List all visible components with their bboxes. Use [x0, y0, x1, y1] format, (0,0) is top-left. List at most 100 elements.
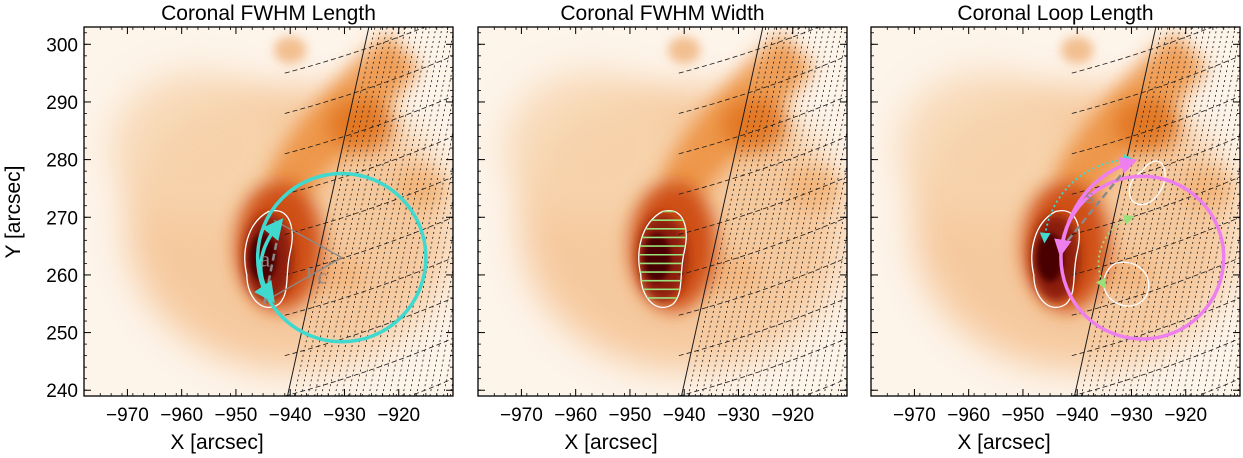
emission-knot: [722, 97, 788, 153]
emission-knot: [1060, 36, 1094, 64]
y-tick-label: 260: [46, 266, 78, 287]
emission-knot: [667, 36, 701, 64]
solar-limb: [287, 27, 370, 396]
latitude-line: [678, 297, 847, 357]
latitude-line: [1071, 95, 1240, 155]
panel-title: Coronal FWHM Width: [560, 2, 764, 25]
x-tick-label: −920: [1164, 405, 1207, 426]
x-tick-label: −930: [717, 405, 760, 426]
x-tick-label: −920: [771, 405, 814, 426]
x-tick-label: −960: [947, 405, 990, 426]
emission-knot: [328, 97, 394, 153]
latitude-line: [1071, 176, 1240, 235]
emission-knot: [311, 255, 367, 294]
a-arrow: [254, 218, 284, 304]
chart-panel-1: a r c −970 −960 −950 −940 −930 −920 240 250 260 270 2…: [46, 2, 454, 454]
latitude-line: [284, 216, 453, 276]
latitude-line: [678, 95, 847, 155]
y-tick-label: 250: [46, 324, 78, 345]
emission-map: [84, 27, 453, 396]
flare-kernel-core: [643, 233, 671, 283]
panel-title: Coronal FWHM Length: [161, 2, 376, 25]
x-tick-label: −940: [269, 405, 312, 426]
heliographic-grid: [284, 27, 453, 396]
emission-map: [871, 27, 1240, 396]
emission-map: [478, 27, 847, 396]
x-tick-label: −950: [215, 405, 258, 426]
x-tick-label: −970: [893, 405, 936, 426]
x-tick-label: −940: [663, 405, 706, 426]
x-tick-label: −930: [323, 405, 366, 426]
chart-panel-3: s −970 −960 −950 −940 −930 −920 Coronal Loop Le…: [870, 2, 1241, 454]
y-axis-label: Y [arcsec]: [2, 166, 25, 259]
latitude-line: [284, 176, 453, 235]
x-tick-label: −940: [1056, 405, 1099, 426]
latitude-line: [1071, 27, 1213, 74]
plot-frame: [477, 26, 848, 397]
y-tick-label: 300: [46, 35, 78, 56]
latitude-line: [678, 27, 820, 74]
latitude-line: [678, 136, 847, 195]
latitude-line: [1071, 337, 1240, 396]
x-tick-label: −950: [609, 405, 652, 426]
latitude-line: [678, 257, 847, 316]
emission-knot: [1115, 97, 1181, 153]
fwhm-contour: [244, 209, 293, 309]
x-tick-label: −930: [1110, 405, 1153, 426]
latitude-line: [284, 95, 453, 155]
y-tick-label: 270: [46, 208, 78, 229]
y-tick-label: 290: [46, 93, 78, 114]
emission-knot: [273, 36, 307, 64]
latitude-line: [284, 136, 453, 195]
plot-frame: [83, 26, 454, 397]
rc-label: r: [306, 258, 314, 283]
radius-line: [273, 219, 343, 259]
latitude-line: [1071, 257, 1240, 316]
latitude-line: [284, 257, 453, 316]
latitude-line: [284, 337, 453, 396]
x-tick-label: −950: [1002, 405, 1045, 426]
x-tick-label: −920: [377, 405, 420, 426]
latitude-line: [1071, 136, 1240, 195]
rc-subscript: c: [317, 264, 327, 289]
latitude-line: [678, 176, 847, 235]
latitude-line: [284, 55, 453, 114]
latitude-line: [802, 378, 847, 396]
solar-limb: [681, 27, 764, 396]
loop-ring: [1059, 174, 1226, 341]
diffuse-emission: [111, 72, 285, 225]
panel-title: Coronal Loop Length: [957, 2, 1153, 25]
latitude-line: [1071, 55, 1240, 114]
latitude-line: [1071, 216, 1240, 276]
fwhm-contour: [638, 209, 687, 309]
x-tick-label: −970: [500, 405, 543, 426]
latitude-line: [284, 297, 453, 357]
y-tick-label: 280: [46, 151, 78, 172]
x-axis-label: X [arcsec]: [564, 431, 657, 454]
dotted-arc-green: [1096, 214, 1135, 290]
y-tick-label: 240: [46, 381, 78, 402]
latitude-line: [678, 55, 847, 114]
a-label: a: [260, 246, 270, 271]
diffuse-emission: [505, 72, 679, 225]
heliographic-grid: [1071, 27, 1240, 396]
s-arrow: [1054, 157, 1138, 258]
latitude-line: [408, 378, 453, 396]
x-tick-label: −960: [554, 405, 597, 426]
x-axis-label: X [arcsec]: [957, 431, 1050, 454]
latitude-line: [678, 337, 847, 396]
s-label: s: [1085, 183, 1094, 208]
latitude-line: [1071, 297, 1240, 357]
emission-knot: [705, 255, 761, 294]
latitude-line: [1195, 378, 1240, 396]
plot-frame: [870, 26, 1241, 397]
latitude-line: [678, 216, 847, 276]
x-tick-label: −960: [160, 405, 203, 426]
x-axis-label: X [arcsec]: [170, 431, 263, 454]
x-tick-label: −970: [106, 405, 149, 426]
chart-panel-2: −970 −960 −950 −940 −930 −920 Coronal FWHM Wid…: [477, 2, 848, 454]
heliographic-grid: [678, 27, 847, 396]
diffuse-emission: [898, 72, 1072, 225]
latitude-line: [284, 27, 426, 74]
